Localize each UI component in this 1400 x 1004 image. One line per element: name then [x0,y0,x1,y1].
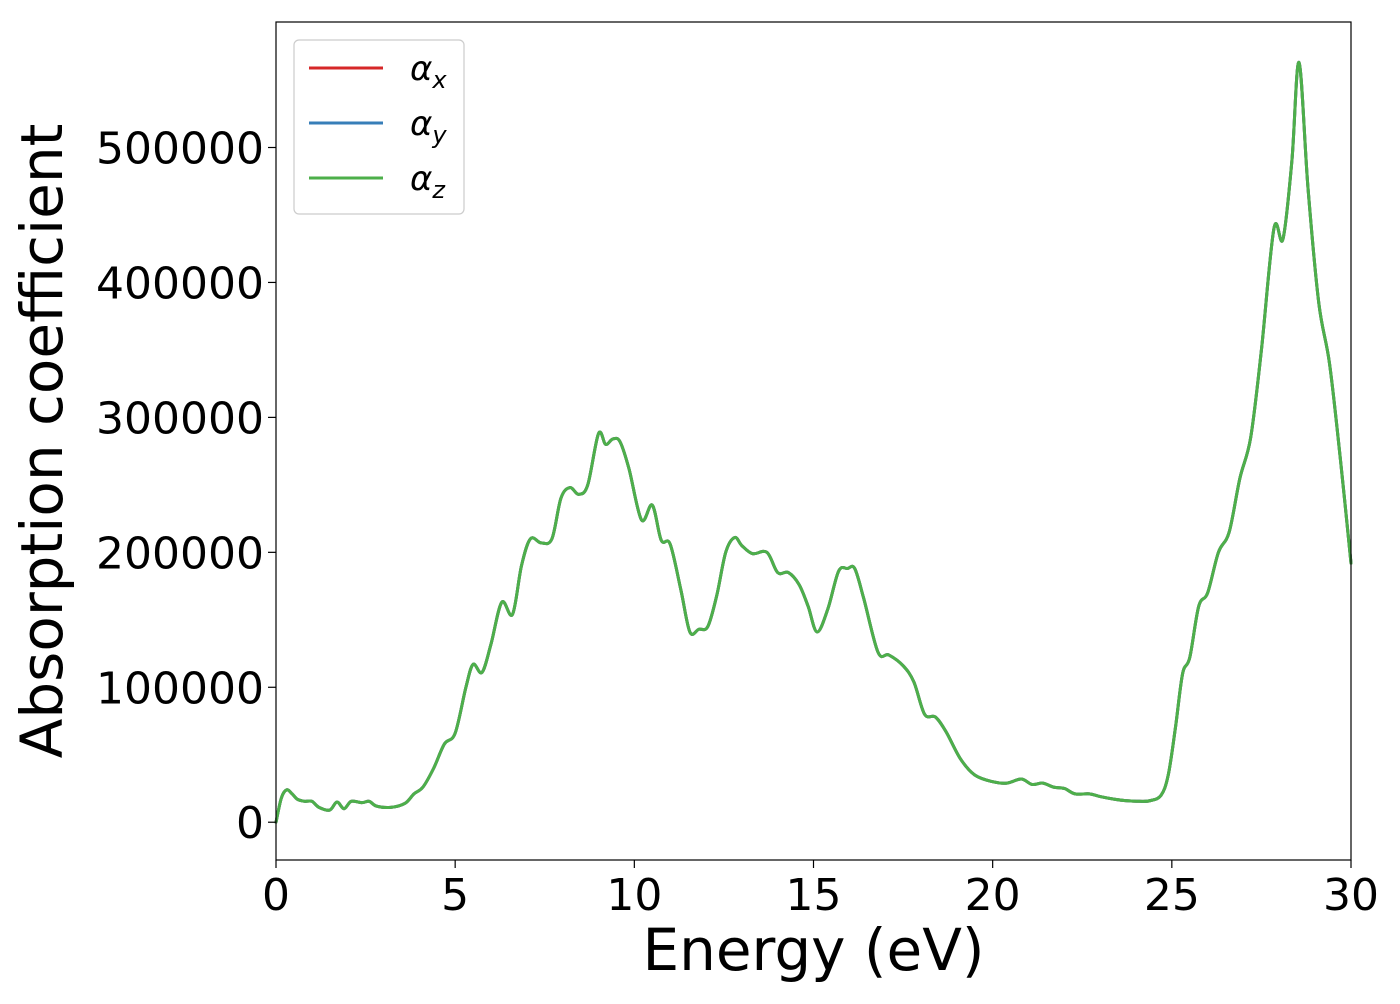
series-layer [274,60,1353,824]
y-tick-label: 100000 [96,663,264,714]
x-tick-label: 0 [262,870,290,921]
y-tick-label: 400000 [96,258,264,309]
series-line-z [274,60,1353,824]
y-tick-label: 300000 [96,393,264,444]
y-axis-title: Absorption coefficient [8,124,76,759]
legend: αx αy αz [293,39,465,215]
x-tick-label: 15 [786,870,842,921]
y-tick-label: 200000 [96,528,264,579]
x-tick-label: 20 [965,870,1021,921]
legend-label-z: αz [410,159,446,204]
y-tick-label: 0 [236,798,264,849]
y-tick-label: 500000 [96,123,264,174]
x-tick-label: 10 [606,870,662,921]
x-tick-label: 5 [441,870,469,921]
x-tick-label: 25 [1144,870,1200,921]
x-axis-ticks: 0 5 10 15 20 25 30 [262,860,1379,921]
legend-label-x: αx [410,49,447,94]
x-axis-title: Energy (eV) [642,916,984,984]
y-axis-ticks: 0 100000 200000 300000 400000 500000 [96,123,276,849]
legend-label-y: αy [410,104,447,149]
x-tick-label: 30 [1323,870,1379,921]
legend-box [293,39,465,215]
